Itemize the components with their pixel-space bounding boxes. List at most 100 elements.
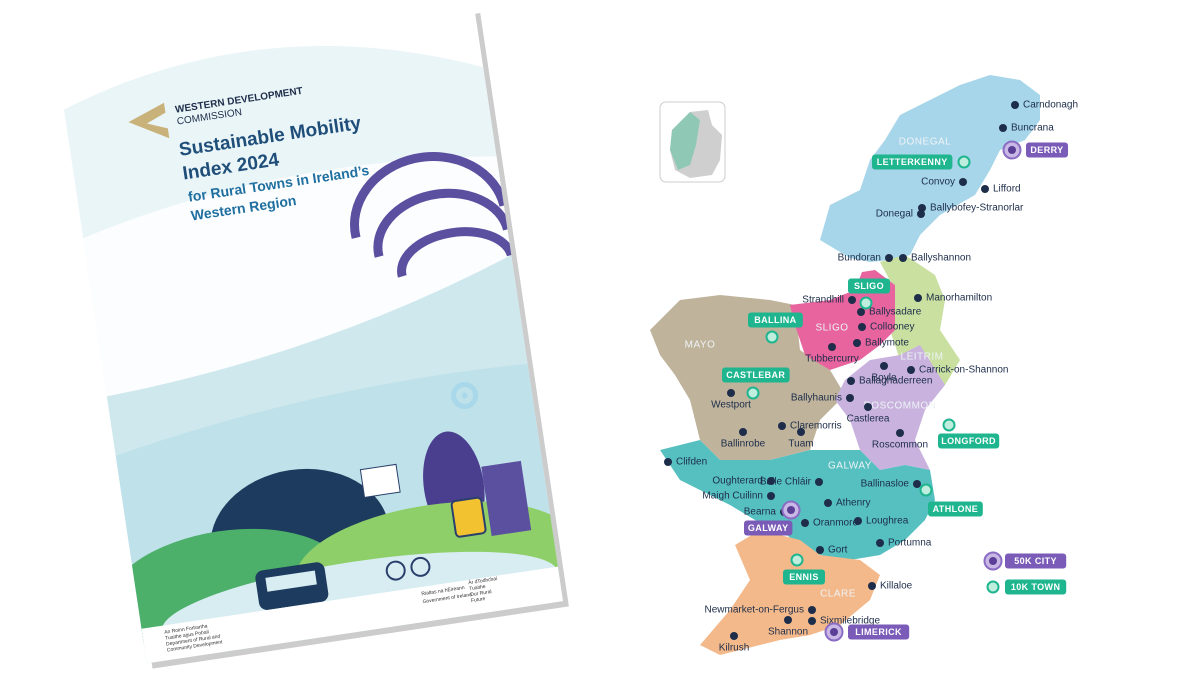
town-label: Bearna (744, 507, 777, 518)
badge (1005, 553, 1067, 569)
town-10k-marker (986, 580, 1000, 594)
town-dot (959, 178, 967, 186)
town-label: Boyle (871, 373, 896, 384)
town-label: Ballinrobe (721, 439, 766, 450)
town-label: Claremorris (790, 421, 842, 432)
cover-arc (373, 188, 512, 258)
badge (848, 624, 910, 640)
region-map: DONEGAL SLIGO MAYO LEITRIM ROSCOMMON GALWAY CL… (650, 75, 1078, 655)
town-label: Carndonagh (1023, 100, 1078, 111)
county-shape (660, 440, 935, 560)
town-label: Westport (711, 400, 751, 411)
town-label: Killaloe (880, 581, 913, 592)
badge (1026, 142, 1068, 158)
town-label: Lifford (993, 184, 1021, 195)
town-dot (730, 632, 738, 640)
town-label: Oughterard (712, 476, 763, 487)
badge (783, 569, 825, 585)
town-dot (913, 480, 921, 488)
cover-target (461, 392, 468, 399)
cover-target (451, 381, 479, 409)
town-dot (828, 343, 836, 351)
town-label: Carrick-on-Shannon (919, 365, 1009, 376)
town-10k-marker (765, 330, 779, 344)
town-dot (899, 254, 907, 262)
badge-label: DERRY (1030, 145, 1063, 155)
badge-label: SLIGO (854, 281, 884, 291)
town-dot (784, 616, 792, 624)
town-label: Newmarket-on-Fergus (705, 605, 804, 616)
town-dot (801, 519, 809, 527)
cover-train-window (265, 570, 317, 592)
town-dot (808, 617, 816, 625)
town-dot (853, 339, 861, 347)
footer-text: Future (471, 596, 486, 604)
city-50k-core (989, 557, 997, 565)
cover-bicycle (410, 556, 431, 577)
badge (928, 501, 983, 517)
town-label: Bundoran (838, 253, 881, 264)
town-dot (864, 403, 872, 411)
town-label: Clifden (676, 457, 707, 468)
town-label: Tuam (788, 439, 813, 450)
town-dot (880, 362, 888, 370)
town-10k-marker (942, 418, 956, 432)
town-dot (808, 606, 816, 614)
town-dot (917, 210, 925, 218)
town-label: Ballaghaderreen (859, 376, 932, 387)
badge-label: CASTLEBAR (726, 370, 785, 380)
town-label: Buncrana (1011, 123, 1054, 134)
town-label: Maigh Cuilinn (702, 491, 763, 502)
county-label: MAYO (685, 340, 716, 351)
badge-label: LETTERKENNY (877, 157, 948, 167)
cover-building (481, 460, 532, 537)
cover-house (359, 463, 401, 498)
town-label: Gort (828, 545, 848, 556)
town-dot (778, 422, 786, 430)
town-dot (999, 124, 1007, 132)
town-label: Oranmore (813, 518, 858, 529)
badge (872, 154, 953, 170)
town-dot (664, 458, 672, 466)
town-label: Roscommon (872, 440, 928, 451)
town-label: Manorhamilton (926, 293, 992, 304)
town-dot (848, 296, 856, 304)
cover-arc (397, 227, 516, 278)
badge (748, 312, 803, 328)
town-dot (816, 546, 824, 554)
city-50k-core (787, 506, 795, 514)
town-label: Donegal (876, 209, 913, 220)
town-10k-marker (790, 553, 804, 567)
town-label: Ballinasloe (861, 479, 910, 490)
town-dot (767, 492, 775, 500)
town-label: Ballyhaunis (791, 393, 842, 404)
county-shape (835, 345, 945, 470)
city-50k-core (1008, 146, 1016, 154)
footer-text: Tuaithe (469, 584, 486, 592)
town-label: Loughrea (866, 516, 909, 527)
town-label: Collooney (870, 322, 914, 333)
town-dot (797, 428, 805, 436)
cover-bicycle (385, 560, 406, 581)
county-label: CLARE (820, 589, 856, 600)
badge-label: ATHLONE (933, 504, 979, 514)
inset-region (670, 112, 700, 170)
wdc-logo-mark (128, 102, 170, 139)
badge (938, 433, 1000, 449)
badge-label: ENNIS (789, 572, 819, 582)
cover-wave (83, 156, 512, 397)
town-dot (767, 477, 775, 485)
county-label: DONEGAL (899, 137, 951, 148)
town-dot (858, 323, 866, 331)
town-10k-marker (919, 483, 933, 497)
town-dot (876, 539, 884, 547)
town-label: Kilrush (719, 643, 750, 654)
town-label: Strandhill (802, 295, 844, 306)
badge (722, 367, 790, 383)
town-dot (854, 517, 862, 525)
badge (744, 520, 793, 536)
county-label: SLIGO (815, 323, 848, 334)
county-label: ROSCOMMON (864, 401, 937, 412)
badge-label: BALLINA (754, 315, 796, 325)
